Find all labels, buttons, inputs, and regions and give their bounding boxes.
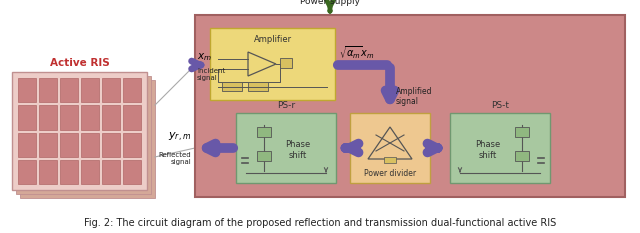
Bar	[60, 105, 78, 130]
Text: Fig. 2: The circuit diagram of the proposed reflection and transmission dual-fun: Fig. 2: The circuit diagram of the propo…	[84, 218, 556, 228]
Text: $y_{r,m}$: $y_{r,m}$	[168, 131, 191, 144]
Bar	[20, 80, 155, 198]
Bar	[102, 78, 120, 102]
Bar	[12, 72, 147, 190]
Text: $x_m$: $x_m$	[197, 51, 212, 63]
Text: PS-t: PS-t	[491, 101, 509, 110]
Bar	[60, 160, 78, 184]
Bar	[18, 133, 36, 157]
Bar	[257, 127, 271, 137]
Bar	[81, 78, 99, 102]
Text: Active RIS: Active RIS	[50, 58, 109, 68]
Bar	[515, 151, 529, 161]
Bar	[16, 76, 151, 194]
Bar	[450, 113, 550, 183]
Bar	[102, 105, 120, 130]
Bar	[384, 157, 396, 163]
Bar	[123, 78, 141, 102]
Bar	[18, 105, 36, 130]
Bar	[60, 78, 78, 102]
Bar	[222, 82, 242, 91]
Text: PS-r: PS-r	[277, 101, 295, 110]
Text: Power supply: Power supply	[300, 0, 360, 6]
Text: Reflected
signal: Reflected signal	[158, 152, 191, 165]
Bar	[515, 127, 529, 137]
Bar	[123, 133, 141, 157]
Bar	[248, 82, 268, 91]
Bar	[81, 133, 99, 157]
Bar	[210, 28, 335, 100]
Bar	[39, 105, 57, 130]
Bar	[257, 151, 271, 161]
Bar	[18, 160, 36, 184]
Text: Power divider: Power divider	[364, 169, 416, 178]
Text: Phase
shift: Phase shift	[476, 140, 500, 160]
Bar	[236, 113, 336, 183]
Bar	[350, 113, 430, 183]
Text: Phase
shift: Phase shift	[285, 140, 310, 160]
Bar	[39, 78, 57, 102]
Bar	[102, 160, 120, 184]
Bar	[18, 78, 36, 102]
Bar	[60, 133, 78, 157]
Bar	[39, 160, 57, 184]
Text: Amplified
signal: Amplified signal	[396, 87, 433, 106]
Bar	[39, 133, 57, 157]
Bar	[81, 105, 99, 130]
Bar	[81, 160, 99, 184]
Text: Incident
signal: Incident signal	[197, 68, 225, 81]
Bar	[102, 133, 120, 157]
Text: $\sqrt{\alpha_m}x_m$: $\sqrt{\alpha_m}x_m$	[339, 45, 374, 61]
Bar	[195, 15, 625, 197]
Bar	[123, 160, 141, 184]
Bar	[280, 58, 292, 68]
Text: Amplifier: Amplifier	[253, 35, 292, 44]
Bar	[123, 105, 141, 130]
